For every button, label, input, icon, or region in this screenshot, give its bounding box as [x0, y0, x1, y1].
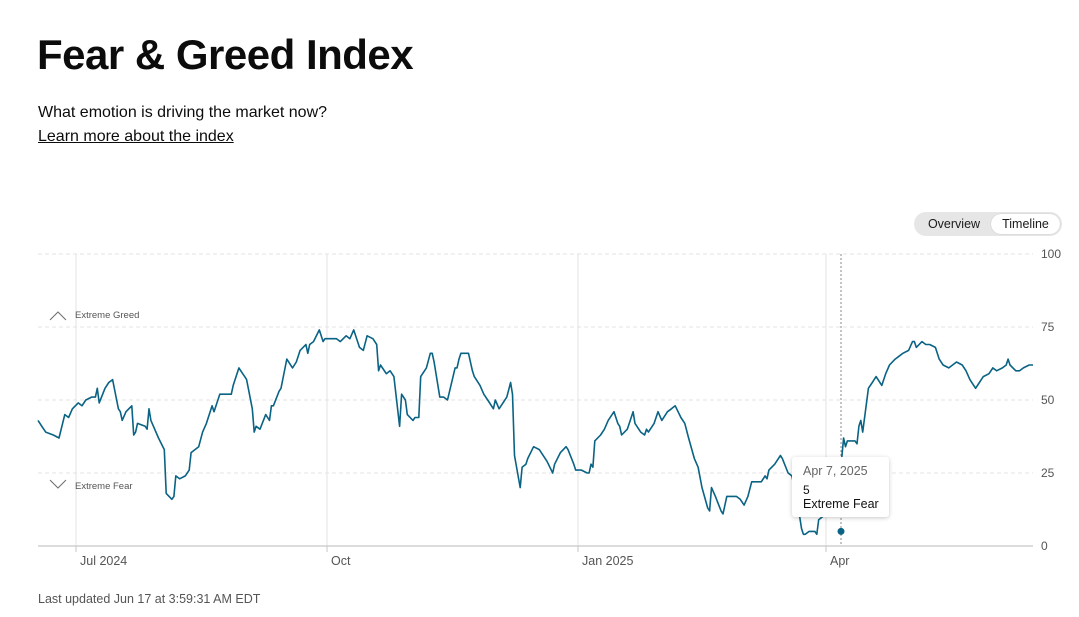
- overview-tab[interactable]: Overview: [927, 217, 981, 231]
- chart-tooltip: Apr 7, 2025 5 Extreme Fear: [792, 457, 889, 517]
- tooltip-rating: Extreme Fear: [803, 497, 879, 511]
- y-tick-label: 50: [1041, 393, 1055, 407]
- tooltip-date: Apr 7, 2025: [803, 464, 868, 478]
- y-tick-label: 75: [1041, 320, 1055, 334]
- page-title: Fear & Greed Index: [37, 31, 414, 78]
- x-tick-label: Apr: [830, 554, 849, 568]
- extreme-greed-label: Extreme Greed: [75, 310, 139, 321]
- learn-more-link[interactable]: Learn more about the index: [38, 128, 234, 145]
- timeline-tab[interactable]: Timeline: [991, 214, 1060, 234]
- x-tick-label: Jan 2025: [582, 554, 633, 568]
- extreme-fear-chevron-icon: [49, 479, 67, 489]
- y-tick-label: 25: [1041, 466, 1055, 480]
- y-tick-label: 100: [1041, 247, 1061, 261]
- extreme-fear-label: Extreme Fear: [75, 481, 133, 492]
- view-toggle: Overview Timeline: [914, 212, 1062, 236]
- extreme-greed-chevron-icon: [49, 311, 67, 321]
- hover-point: [837, 527, 845, 535]
- y-tick-label: 0: [1041, 539, 1048, 553]
- page-subtitle: What emotion is driving the market now?: [38, 104, 328, 121]
- x-tick-label: Jul 2024: [80, 554, 127, 568]
- index-line: [37, 329, 1033, 536]
- tooltip-value: 5: [803, 483, 810, 497]
- x-tick-label: Oct: [331, 554, 351, 568]
- last-updated: Last updated Jun 17 at 3:59:31 AM EDT: [38, 592, 261, 606]
